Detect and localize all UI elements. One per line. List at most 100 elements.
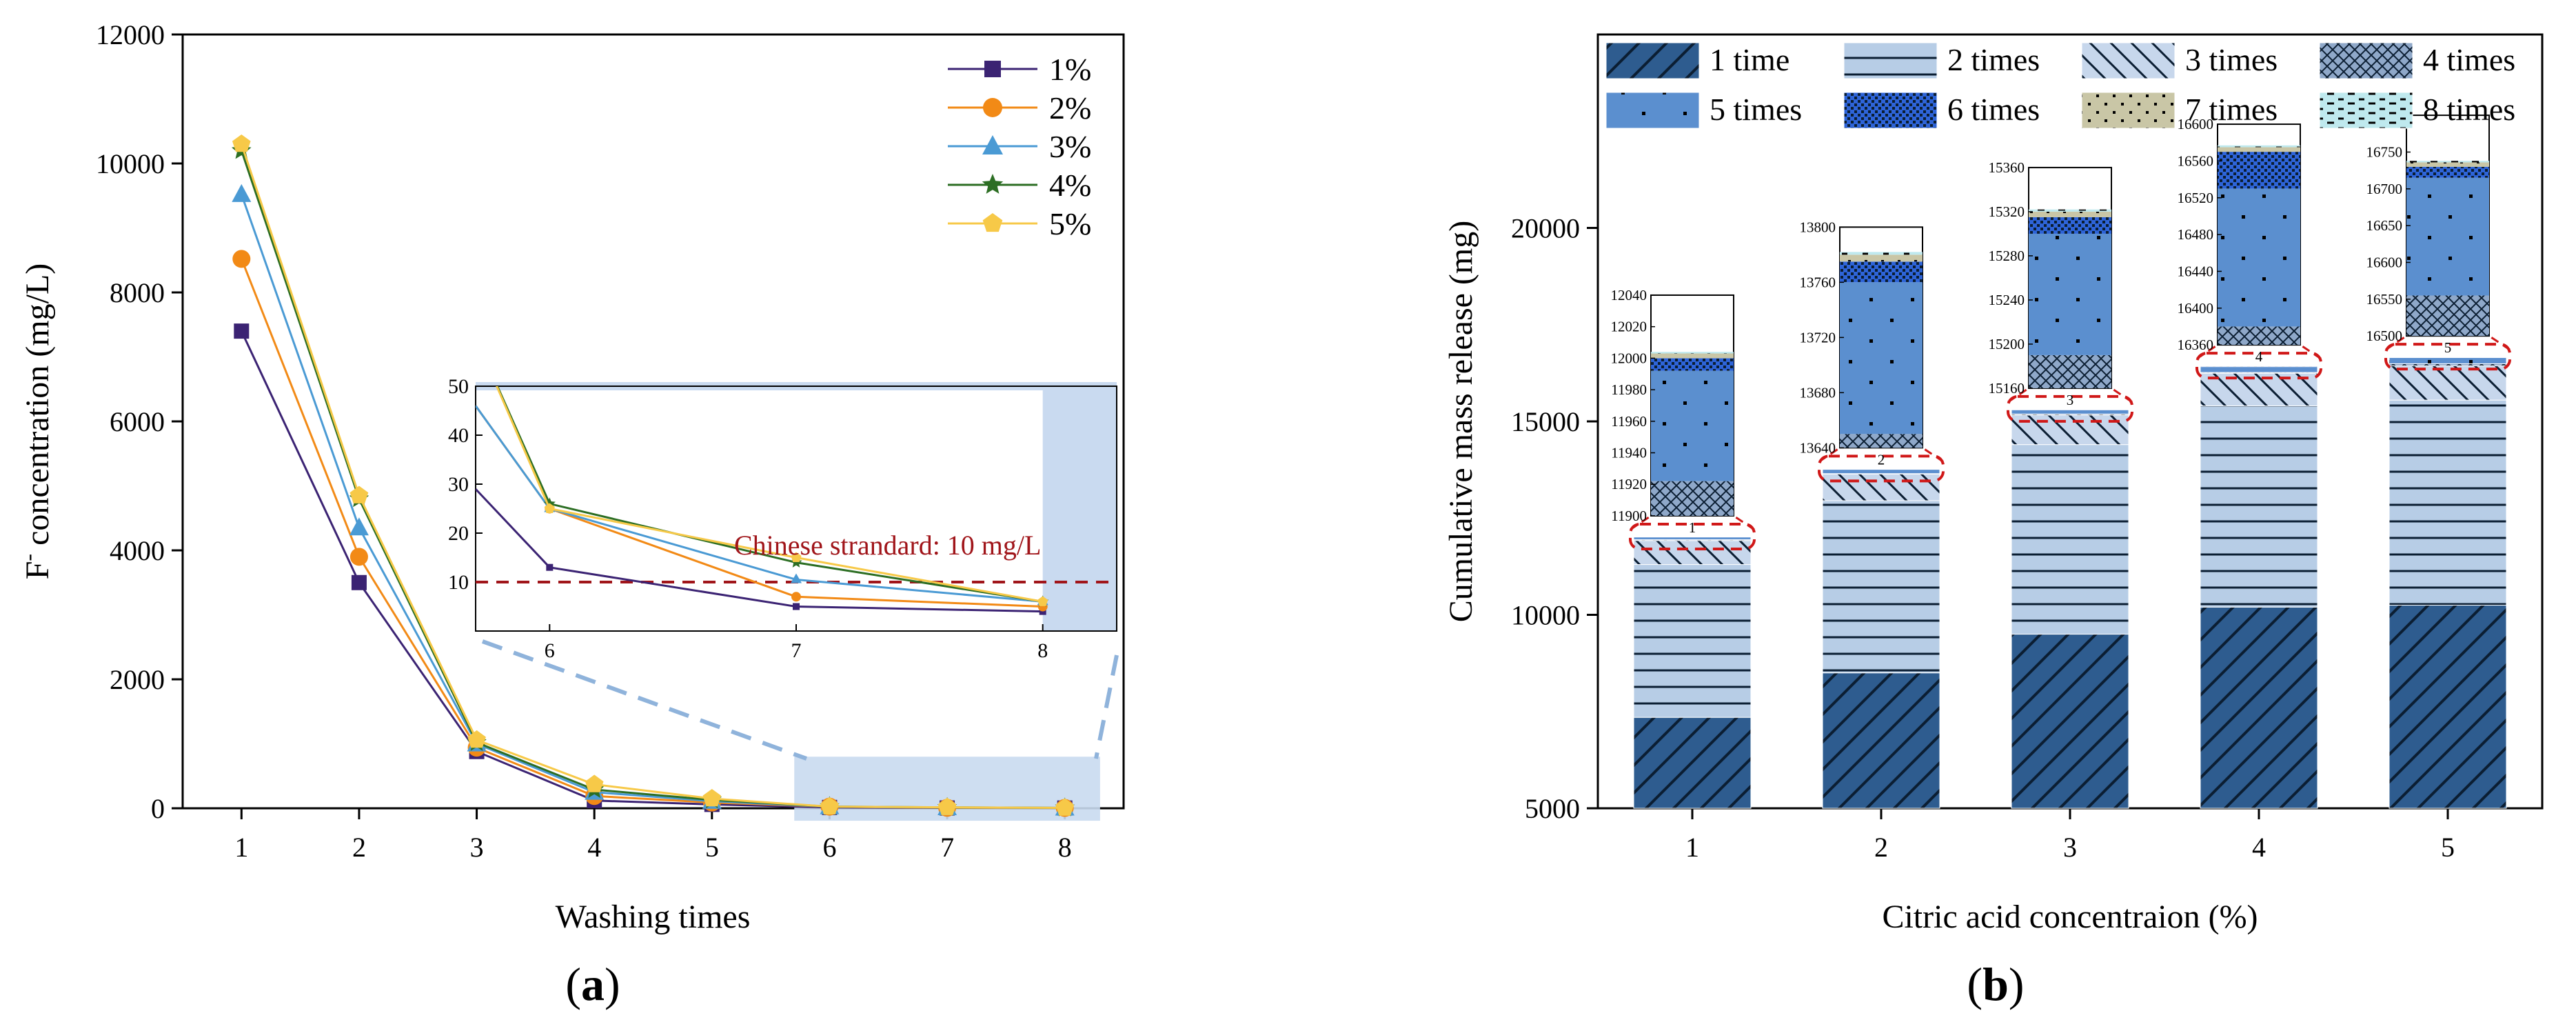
panel-b-inset-ytick-label: 11920 [1611,476,1647,492]
panel-b-inset-ytick-label: 11900 [1611,508,1647,524]
panel-b-bar-segment [2389,357,2507,364]
panel-b-legend-label: 7 times [2185,92,2278,127]
panel-b-inset-label: 3 [2067,392,2074,408]
panel-a-xtick-label: 3 [470,832,484,863]
panel-b-bar-segment [2200,606,2318,809]
panel-a-ytick-label: 8000 [110,277,165,308]
panel-b-inset-ytick-label: 16360 [2178,337,2214,353]
panel-b-bar-segment [1822,473,1940,501]
panel-b-inset-ytick-label: 12020 [1611,319,1647,335]
panel-b-bar-segment [2389,399,2507,606]
panel-b-inset-segment [2029,211,2111,217]
panel-b-inset-segment [1840,434,1923,448]
panel-a-legend-marker [982,174,1004,194]
panel-a-legend: 1%2%3% 4%5% [948,52,1091,241]
panel-a-legend-label: 1% [1049,52,1091,87]
panel-a-inset-series [476,386,1117,615]
panel-b-inset-segment [1840,282,1923,434]
panel-b-inset-ytick-label: 16480 [2178,226,2214,243]
panel-b-inset-segment [2218,152,2300,189]
panel-b-inset-segment [1651,353,1734,359]
panel-b-inset-ytick-label: 13720 [1800,329,1836,346]
panel-a-legend-marker [984,61,1001,77]
panel-b-inset-label: 2 [1878,451,1885,468]
panel-b-ytick-label: 5000 [1525,793,1580,824]
panel-a-inset-line [496,386,1043,603]
panel-a-inset-ytick-label: 50 [448,375,469,398]
panel-b-ylabel: Cumulative mass release (mg) [1443,221,1479,623]
panel-b-zoom-connector [1818,447,1840,463]
panel-b-legend-label: 6 times [1947,92,2040,127]
panel-b-inset-segment [2218,326,2300,346]
panel-b-inset-ytick-label: 16440 [2178,263,2214,279]
panel-a-ytick-label: 4000 [110,535,165,566]
panel-b-inset-label: 4 [2255,348,2263,365]
panel-b-legend-swatch [2081,42,2176,79]
panel-b-ytick-label: 20000 [1511,213,1580,244]
panel-b-inset-ytick-label: 12000 [1611,350,1647,366]
panel-b-inset-ytick-label: 13640 [1800,439,1836,456]
panel-a-ylabel-main: F [19,561,56,580]
panel-a-inset-point [544,503,555,513]
panel-b-bar-segment [2200,366,2318,373]
panel-b-inset-ytick-label: 12040 [1611,287,1647,303]
panel-b-bar-segment [1822,500,1940,674]
panel-b-bar-segment [1633,717,1752,809]
panel-b-zoom-connector [1630,514,1652,531]
panel-b-inset-segment [1651,352,1734,354]
panel-b-zoom-connector [1733,514,1755,531]
panel-b-zoom-connector [2300,343,2322,360]
panel-a-axes: 1 2 3 4 5 6 7 8 0 2000 4000 6000 8000 10000 12000 [96,19,1072,863]
panel-a-xtick-label: 1 [234,832,248,863]
panel-b-inset-ytick-label: 15240 [1989,292,2025,308]
panel-a-ytick-label: 6000 [110,406,165,437]
panel-b-inset-ytick-label: 16650 [2366,217,2403,234]
panel-a-ytick-label: 10000 [96,148,165,179]
panel-a-point [1055,798,1074,816]
panel-b-inset-ytick-label: 11960 [1611,413,1647,430]
panel-a-inset-point [1039,608,1046,615]
panel-b-bar-segment [2011,409,2129,414]
panel-b-inset-ytick-label: 16550 [2366,291,2403,308]
panel-b-inset-label: 1 [1689,519,1696,536]
panel-a-legend-label: 5% [1049,206,1091,241]
panel-a-inset-point [793,603,800,610]
panel-b-bar-segment [2011,634,2129,809]
panel-b-zoom-connector [2196,343,2218,360]
panel-b-inset-ytick-label: 16560 [2178,152,2214,169]
panel-b-inset-ytick-label: 16700 [2366,181,2403,197]
panel-a-inset-bg [476,386,1117,631]
panel-a-inset-ytick-label: 30 [448,473,469,496]
panel-a-point [232,134,251,152]
panel-b-inset-segment [2406,161,2489,163]
panel-b-inset-segment [2029,217,2111,234]
panel-b-zoom-connector [2488,334,2511,351]
panel-a-point [585,774,604,792]
panel-b-legend-swatch [1843,92,1938,129]
panel-b-bar-segment [2389,365,2507,401]
panel-b-xtick-label: 5 [2441,832,2455,863]
panel-a-series-line [240,143,1065,809]
panel-b-inset-segment [2406,166,2489,178]
panel-a-ylabel-rest: concentration (mg/L) [19,263,56,554]
panel-a-point [467,730,486,748]
panel-a-inset-point [791,573,802,583]
panel-a-inset-point [1037,596,1048,606]
panel-a-inset-point [791,592,801,602]
panel-b-legend-swatch [2319,92,2413,129]
panel-b-label: (b) [1967,958,2024,1010]
panel-a-point [702,789,722,807]
panel-b-inset-ytick-label: 15280 [1989,248,2025,264]
panel-b-inset-ytick-label: 16600 [2178,116,2214,132]
panel-a-inset-xtick-label: 6 [545,639,555,662]
panel-b-inset-segment [2406,162,2489,167]
panel-b-zoom-connector [2111,387,2133,403]
panel-b-ytick-label: 15000 [1511,406,1580,437]
panel-a-ytick-label: 2000 [110,664,165,695]
panel-a-point [232,250,251,268]
panel-b-inset-ytick-label: 13760 [1800,274,1836,290]
panel-a-zoom-connector-right [1094,654,1119,759]
panel-a-xtick-label: 4 [587,832,601,863]
panel-a-xtick-label: 6 [822,832,836,863]
